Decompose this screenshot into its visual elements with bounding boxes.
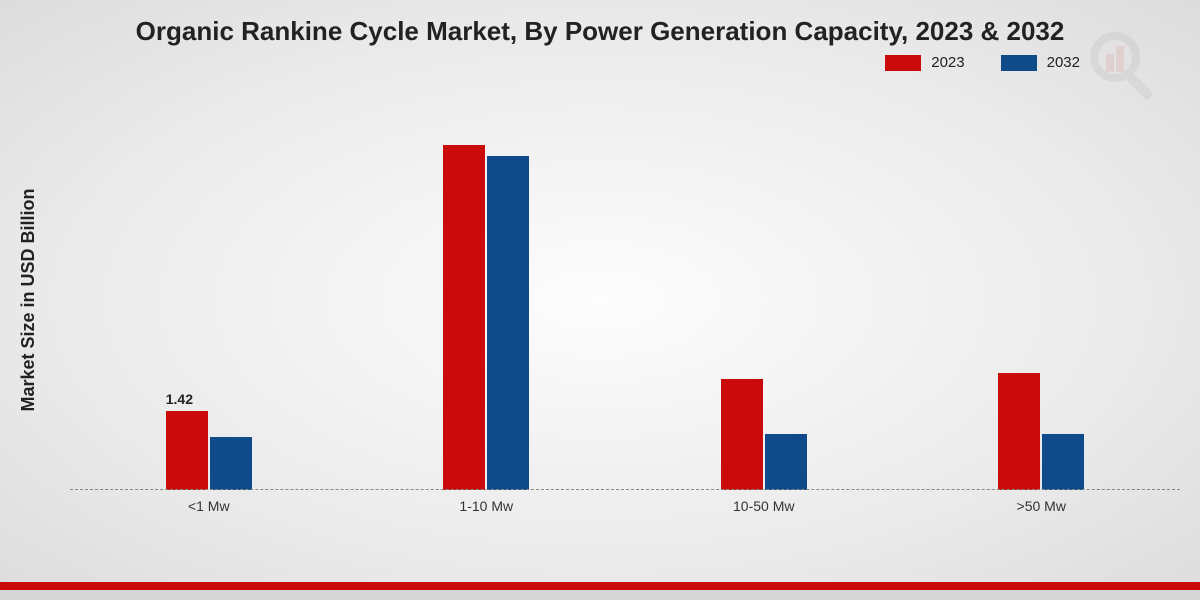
bar-2023-10-50mw <box>721 379 763 490</box>
category-label: 10-50 Mw <box>733 498 794 514</box>
chart-title: Organic Rankine Cycle Market, By Power G… <box>0 16 1200 47</box>
legend-label-2032: 2032 <box>1047 54 1080 71</box>
bar-2032-gt50mw <box>1042 434 1084 490</box>
bar-2032-1-10mw <box>487 156 529 490</box>
footer-gray-bar <box>0 590 1200 600</box>
bar-2032-10-50mw <box>765 434 807 490</box>
footer-accent-bar <box>0 582 1200 590</box>
value-label: 1.42 <box>166 391 193 407</box>
legend-swatch-2023 <box>885 55 921 71</box>
legend-item-2032: 2032 <box>1001 54 1080 71</box>
plot-area: 1.42 <1 Mw 1-10 Mw 10-50 Mw >50 Mw <box>70 100 1180 520</box>
group-10-50mw: 10-50 Mw <box>721 379 807 490</box>
group-lt1mw: 1.42 <1 Mw <box>166 411 252 490</box>
category-label: 1-10 Mw <box>459 498 513 514</box>
category-label: >50 Mw <box>1017 498 1066 514</box>
group-gt50mw: >50 Mw <box>998 373 1084 490</box>
bar-2023-1-10mw <box>443 145 485 490</box>
y-axis-label: Market Size in USD Billion <box>18 188 39 411</box>
bar-2032-lt1mw <box>210 437 252 490</box>
legend-swatch-2032 <box>1001 55 1037 71</box>
legend-item-2023: 2023 <box>885 54 964 71</box>
bar-2023-gt50mw <box>998 373 1040 490</box>
chart-container: Organic Rankine Cycle Market, By Power G… <box>0 0 1200 600</box>
legend-label-2023: 2023 <box>931 54 964 71</box>
bar-groups: 1.42 <1 Mw 1-10 Mw 10-50 Mw >50 Mw <box>70 100 1180 490</box>
x-axis-baseline <box>70 489 1180 490</box>
category-label: <1 Mw <box>188 498 230 514</box>
group-1-10mw: 1-10 Mw <box>443 145 529 490</box>
bar-2023-lt1mw <box>166 411 208 490</box>
legend: 2023 2032 <box>885 54 1080 71</box>
